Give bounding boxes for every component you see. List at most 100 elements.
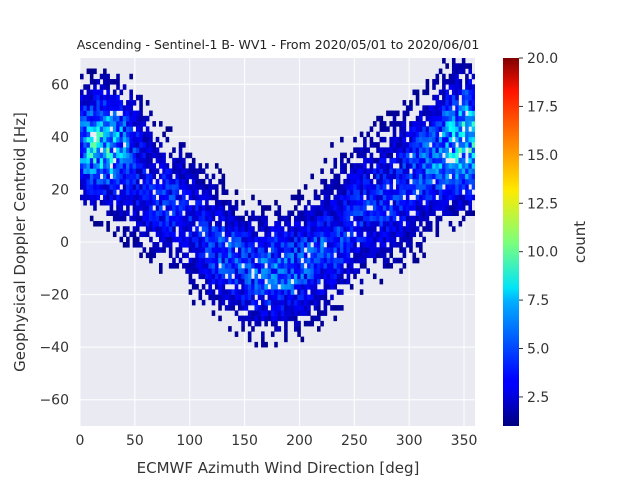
heatmap-cell <box>330 257 334 264</box>
heatmap-cell <box>346 242 351 248</box>
heatmap-cell <box>317 252 321 259</box>
heatmap-cell <box>172 184 176 190</box>
heatmap-cell <box>274 273 278 280</box>
heatmap-cell <box>238 273 242 280</box>
heatmap-cell <box>218 242 222 248</box>
heatmap-cell <box>257 268 262 274</box>
heatmap-cell <box>372 142 377 148</box>
heatmap-cell <box>461 178 466 185</box>
heatmap-cell <box>106 105 110 111</box>
heatmap-cell <box>135 131 140 138</box>
heatmap-cell <box>188 289 193 295</box>
heatmap-cell <box>303 210 308 217</box>
heatmap-cell <box>369 226 374 232</box>
heatmap-cell <box>109 152 114 159</box>
heatmap-cell <box>389 152 394 159</box>
heatmap-cell <box>313 257 318 264</box>
heatmap-cell <box>359 231 364 238</box>
heatmap-cell <box>399 121 403 127</box>
heatmap-cell <box>412 184 417 190</box>
heatmap-cell <box>267 263 272 269</box>
heatmap-cell <box>448 136 453 143</box>
heatmap-cell <box>412 199 417 206</box>
heatmap-cell <box>435 142 440 148</box>
heatmap-cell <box>455 152 459 159</box>
heatmap-cell <box>402 184 407 190</box>
heatmap-cell <box>234 242 239 248</box>
heatmap-cell <box>172 257 176 264</box>
heatmap-cell <box>438 121 443 127</box>
heatmap-cell <box>326 299 331 306</box>
heatmap-cell <box>323 199 328 206</box>
heatmap-cell <box>205 199 209 206</box>
heatmap-cell <box>129 110 133 117</box>
heatmap-cell <box>458 194 463 201</box>
heatmap-cell <box>86 194 91 201</box>
heatmap-cell <box>438 136 443 143</box>
heatmap-cell <box>356 205 361 211</box>
heatmap-cell <box>135 136 140 143</box>
heatmap-cell <box>402 210 407 217</box>
heatmap-cell <box>445 178 449 185</box>
heatmap-cell <box>379 147 384 153</box>
heatmap-cell <box>103 157 107 164</box>
heatmap-cell <box>80 115 84 122</box>
heatmap-cell <box>356 210 361 217</box>
heatmap-cell <box>284 263 288 269</box>
heatmap-cell <box>425 89 430 96</box>
heatmap-cell <box>402 126 407 132</box>
heatmap-cell <box>399 257 403 264</box>
heatmap-cell <box>89 115 94 122</box>
heatmap-cell <box>399 194 403 201</box>
heatmap-cell <box>182 189 186 195</box>
heatmap-cell <box>251 278 255 285</box>
heatmap-cell <box>425 189 430 195</box>
heatmap-cell <box>234 205 239 211</box>
heatmap-cell <box>234 257 239 264</box>
heatmap-cell <box>168 220 173 227</box>
heatmap-cell <box>293 236 298 243</box>
heatmap-cell <box>135 189 140 195</box>
heatmap-cell <box>399 268 403 274</box>
colorbar <box>503 58 519 426</box>
heatmap-cell <box>415 194 420 201</box>
heatmap-cell <box>468 68 473 75</box>
heatmap-cell <box>382 242 387 248</box>
heatmap-cell <box>93 168 97 174</box>
heatmap-cell <box>172 220 176 227</box>
heatmap-cell <box>214 189 219 195</box>
heatmap-cell <box>425 131 430 138</box>
heatmap-cell <box>277 278 282 285</box>
heatmap-cell <box>293 194 298 201</box>
heatmap-cell <box>103 115 107 122</box>
heatmap-cell <box>264 320 268 327</box>
heatmap-cell <box>126 115 130 122</box>
heatmap-cell <box>106 94 110 101</box>
heatmap-cell <box>119 121 124 127</box>
heatmap-cell <box>142 184 147 190</box>
heatmap-cell <box>218 220 222 227</box>
heatmap-cell <box>445 131 449 138</box>
heatmap-cell <box>221 273 226 280</box>
heatmap-cell <box>455 73 459 80</box>
heatmap-cell <box>238 299 242 306</box>
heatmap-cell <box>326 242 331 248</box>
heatmap-cell <box>270 331 275 337</box>
heatmap-cell <box>412 257 417 264</box>
heatmap-cell <box>356 252 361 259</box>
heatmap-cell <box>234 278 239 285</box>
heatmap-cell <box>313 231 318 238</box>
heatmap-cell <box>152 168 157 174</box>
heatmap-cell <box>307 210 311 217</box>
heatmap-cell <box>172 189 176 195</box>
heatmap-cell <box>83 184 87 190</box>
heatmap-cell <box>191 194 196 201</box>
heatmap-cell <box>126 173 130 180</box>
heatmap-cell <box>241 315 245 322</box>
heatmap-cell <box>280 310 285 316</box>
heatmap-cell <box>155 199 160 206</box>
heatmap-cell <box>445 126 449 132</box>
heatmap-cell <box>119 131 124 138</box>
heatmap-cell <box>162 215 166 222</box>
heatmap-cell <box>340 231 344 238</box>
